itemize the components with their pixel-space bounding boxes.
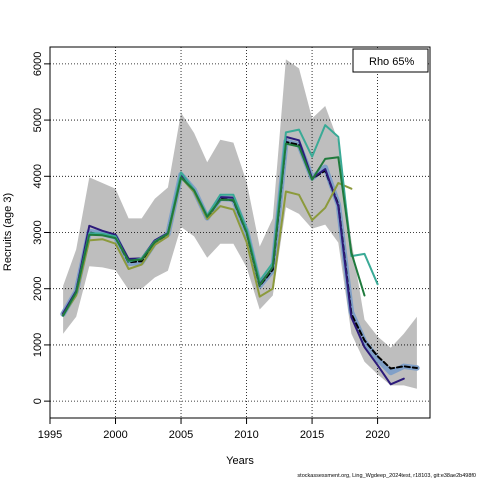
y-tick-label-4000: 4000 xyxy=(32,164,44,188)
x-axis: 1995 2000 2005 2010 2015 2020 xyxy=(38,417,390,441)
x-tick-label-2015: 2015 xyxy=(300,429,324,441)
y-tick-label-1000: 1000 xyxy=(32,333,44,357)
series-line-6 xyxy=(62,142,366,317)
y-tick-label-5000: 5000 xyxy=(32,108,44,132)
legend-box xyxy=(352,48,429,73)
x-tick-label-1995: 1995 xyxy=(38,429,62,441)
legend: Rho 65% xyxy=(352,48,429,73)
y-axis: 0 1000 2000 3000 4000 5000 6000 xyxy=(32,52,51,404)
x-tick-label-2005: 2005 xyxy=(169,429,193,441)
legend-label: Rho 65% xyxy=(369,56,414,68)
y-tick-label-6000: 6000 xyxy=(32,52,44,76)
series-line-5 xyxy=(62,124,379,317)
y-axis-title: Recruits (age 3) xyxy=(2,193,14,271)
series-layer xyxy=(60,124,420,386)
x-tick-label-2010: 2010 xyxy=(234,429,258,441)
y-tick-label-0: 0 xyxy=(32,398,44,404)
y-tick-label-3000: 3000 xyxy=(32,220,44,244)
footnote: stockassessment.org, Ling_Wgdeep_2024tes… xyxy=(297,473,476,479)
x-tick-label-2000: 2000 xyxy=(103,429,127,441)
x-axis-title: Years xyxy=(226,455,254,467)
x-tick-label-2020: 2020 xyxy=(365,429,389,441)
y-tick-label-2000: 2000 xyxy=(32,276,44,300)
series-line-4 xyxy=(62,176,353,317)
